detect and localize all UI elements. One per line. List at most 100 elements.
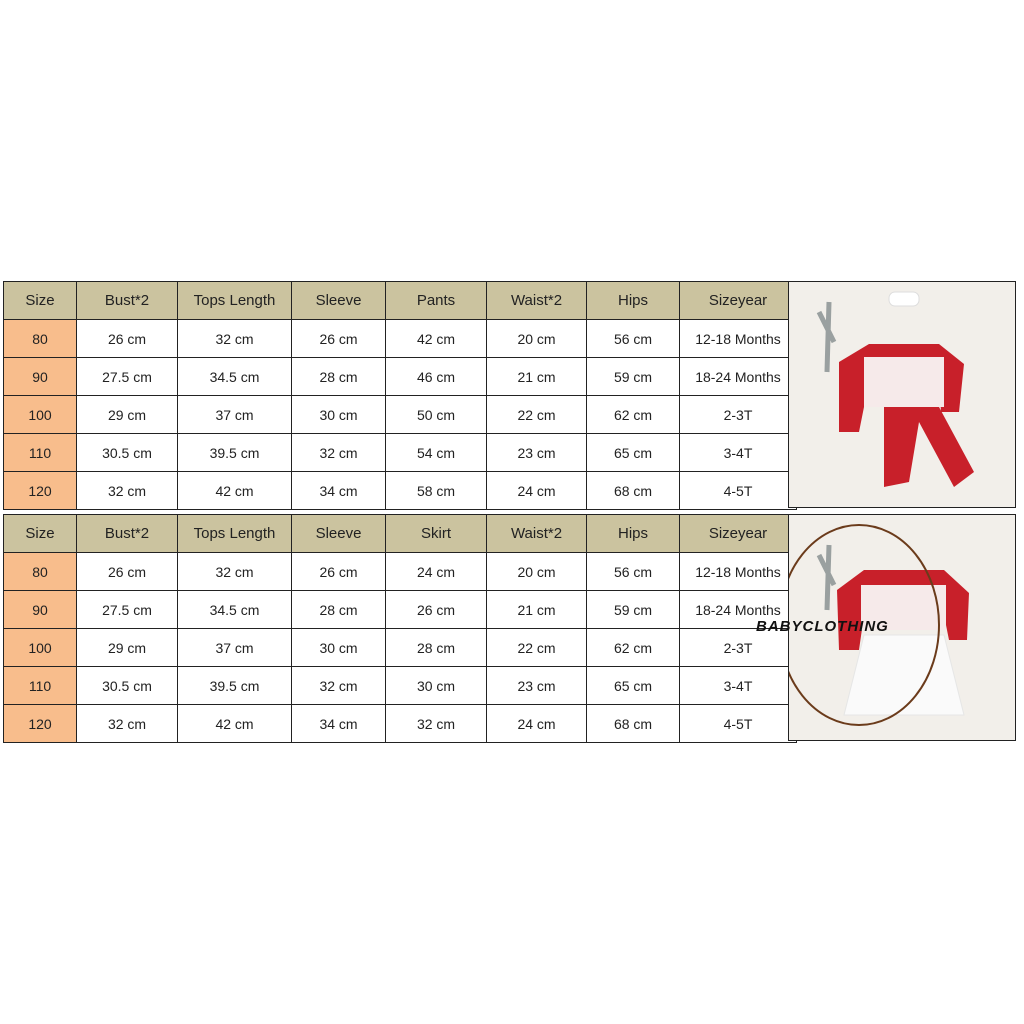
table-cell: 22 cm: [486, 395, 587, 434]
product-photo-pants-set: [788, 281, 1016, 508]
size-cell: 80: [3, 552, 77, 591]
table-cell: 58 cm: [385, 471, 487, 510]
table-row: 80 26 cm 32 cm 26 cm 42 cm 20 cm 56 cm 12-18 Mo…: [3, 319, 797, 358]
table-cell: 59 cm: [586, 357, 680, 396]
table-cell: 32 cm: [291, 666, 386, 705]
table-cell: 26 cm: [76, 319, 178, 358]
table-cell: 34 cm: [291, 704, 386, 743]
table-cell: 42 cm: [177, 704, 292, 743]
column-header: Hips: [586, 281, 680, 320]
table-cell: 28 cm: [291, 590, 386, 629]
size-cell: 120: [3, 704, 77, 743]
table-row: 120 32 cm 42 cm 34 cm 58 cm 24 cm 68 cm 4-5T: [3, 471, 797, 510]
column-header: Sleeve: [291, 281, 386, 320]
outfit-pants-illustration: [816, 291, 974, 487]
table-cell: 4-5T: [679, 704, 797, 743]
table-cell: 24 cm: [385, 552, 487, 591]
table-cell: 23 cm: [486, 433, 587, 472]
table-row: 100 29 cm 37 cm 30 cm 28 cm 22 cm 62 cm 2-3T: [3, 628, 797, 667]
size-cell: 110: [3, 433, 77, 472]
table-cell: 68 cm: [586, 704, 680, 743]
column-header: Sleeve: [291, 514, 386, 553]
size-cell: 90: [3, 357, 77, 396]
column-header: Tops Length: [177, 281, 292, 320]
table-cell: 28 cm: [385, 628, 487, 667]
table-row: 110 30.5 cm 39.5 cm 32 cm 30 cm 23 cm 65 cm 3-4…: [3, 666, 797, 705]
table-cell: 29 cm: [76, 395, 178, 434]
size-cell: 100: [3, 395, 77, 434]
table-cell: 68 cm: [586, 471, 680, 510]
table-cell: 65 cm: [586, 666, 680, 705]
table-cell: 32 cm: [385, 704, 487, 743]
table-cell: 18-24 Months: [679, 357, 797, 396]
table-cell: 62 cm: [586, 395, 680, 434]
table-cell: 30.5 cm: [76, 666, 178, 705]
table-cell: 27.5 cm: [76, 357, 178, 396]
column-header: Sizeyear: [679, 281, 797, 320]
table-cell: 39.5 cm: [177, 433, 292, 472]
table-cell: 46 cm: [385, 357, 487, 396]
table-cell: 27.5 cm: [76, 590, 178, 629]
table-cell: 2-3T: [679, 628, 797, 667]
product-photo-skirt-set: [788, 514, 1016, 741]
table-cell: 42 cm: [177, 471, 292, 510]
column-header: Size: [3, 281, 77, 320]
table-cell: 37 cm: [177, 628, 292, 667]
table-cell: 32 cm: [76, 704, 178, 743]
table-cell: 32 cm: [76, 471, 178, 510]
size-chart-pants-set: Size Bust*2 Tops Length Sleeve Pants Waist*2 H…: [3, 281, 797, 510]
table-cell: 28 cm: [291, 357, 386, 396]
table-cell: 56 cm: [586, 552, 680, 591]
column-header: Bust*2: [76, 281, 178, 320]
table-cell: 3-4T: [679, 433, 797, 472]
table-cell: 30 cm: [385, 666, 487, 705]
table-cell: 54 cm: [385, 433, 487, 472]
table-cell: 30.5 cm: [76, 433, 178, 472]
table-cell: 32 cm: [291, 433, 386, 472]
table-cell: 59 cm: [586, 590, 680, 629]
table-cell: 21 cm: [486, 590, 587, 629]
header-row: Size Bust*2 Tops Length Sleeve Skirt Waist*2 H…: [3, 514, 797, 553]
column-header: Waist*2: [486, 281, 587, 320]
table-cell: 62 cm: [586, 628, 680, 667]
table-cell: 26 cm: [291, 319, 386, 358]
table-cell: 24 cm: [486, 471, 587, 510]
table-cell: 23 cm: [486, 666, 587, 705]
table-cell: 32 cm: [177, 319, 292, 358]
column-header: Bust*2: [76, 514, 178, 553]
table-cell: 50 cm: [385, 395, 487, 434]
column-header: Pants: [385, 281, 487, 320]
table-row: 120 32 cm 42 cm 34 cm 32 cm 24 cm 68 cm 4-5T: [3, 704, 797, 743]
table-cell: 34 cm: [291, 471, 386, 510]
column-header: Waist*2: [486, 514, 587, 553]
watermark-logo: BABYCLOTHING: [756, 618, 889, 635]
table-cell: 39.5 cm: [177, 666, 292, 705]
table-cell: 18-24 Months: [679, 590, 797, 629]
table-cell: 26 cm: [291, 552, 386, 591]
table-cell: 20 cm: [486, 319, 587, 358]
column-header: Skirt: [385, 514, 487, 553]
table-row: 100 29 cm 37 cm 30 cm 50 cm 22 cm 62 cm 2-3T: [3, 395, 797, 434]
table-cell: 12-18 Months: [679, 552, 797, 591]
table-cell: 37 cm: [177, 395, 292, 434]
table-cell: 26 cm: [76, 552, 178, 591]
column-header: Sizeyear: [679, 514, 797, 553]
table-row: 90 27.5 cm 34.5 cm 28 cm 46 cm 21 cm 59 cm 18-2…: [3, 357, 797, 396]
table-cell: 65 cm: [586, 433, 680, 472]
table-cell: 30 cm: [291, 628, 386, 667]
size-cell: 90: [3, 590, 77, 629]
table-cell: 20 cm: [486, 552, 587, 591]
column-header: Size: [3, 514, 77, 553]
size-cell: 80: [3, 319, 77, 358]
table-cell: 42 cm: [385, 319, 487, 358]
table-cell: 4-5T: [679, 471, 797, 510]
table-row: 110 30.5 cm 39.5 cm 32 cm 54 cm 23 cm 65 cm 3-4…: [3, 433, 797, 472]
table-row: 80 26 cm 32 cm 26 cm 24 cm 20 cm 56 cm 12-18 Mo…: [3, 552, 797, 591]
table-row: 90 27.5 cm 34.5 cm 28 cm 26 cm 21 cm 59 cm 18-2…: [3, 590, 797, 629]
outfit-skirt-illustration: [789, 524, 969, 726]
column-header: Tops Length: [177, 514, 292, 553]
size-chart-skirt-set: Size Bust*2 Tops Length Sleeve Skirt Waist*2 H…: [3, 514, 797, 743]
size-cell: 120: [3, 471, 77, 510]
table-cell: 22 cm: [486, 628, 587, 667]
table-cell: 29 cm: [76, 628, 178, 667]
